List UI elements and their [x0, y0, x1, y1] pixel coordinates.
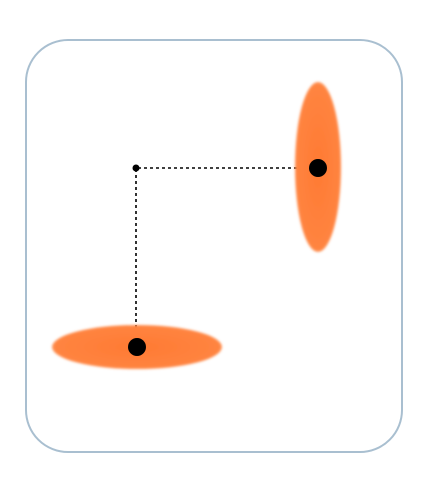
corner-pivot-dot	[132, 164, 140, 172]
frame-rounded-rect	[25, 39, 403, 453]
horizontal-ellipse-center-dot	[128, 338, 146, 356]
vertical-ellipse-center-dot	[309, 159, 327, 177]
